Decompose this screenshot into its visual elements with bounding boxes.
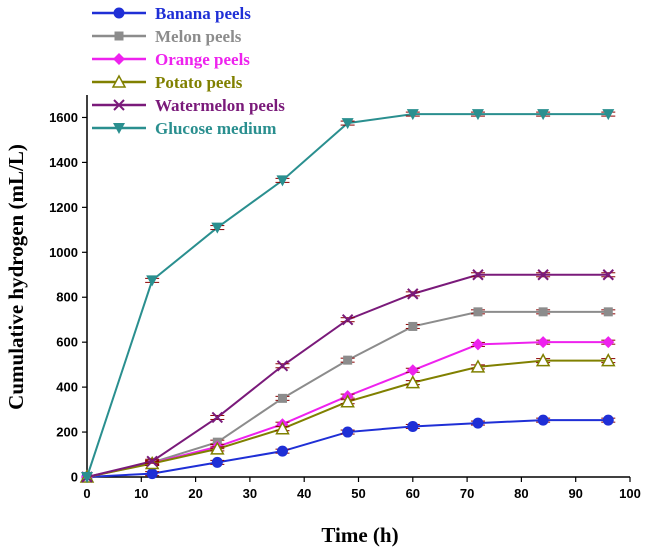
series-line	[86, 113, 609, 478]
legend-marker	[113, 53, 125, 65]
x-tick-label: 60	[406, 486, 420, 501]
data-point	[342, 426, 354, 438]
data-point	[275, 421, 290, 435]
y-axis-title: Cumulative hydrogen (mL/L)	[4, 144, 28, 410]
legend-label: Watermelon peels	[155, 96, 285, 115]
data-point	[472, 269, 484, 281]
data-point	[473, 307, 483, 317]
legend-label: Orange peels	[155, 50, 250, 69]
data-point	[471, 109, 484, 121]
data-point	[146, 468, 158, 480]
data-point	[407, 420, 419, 432]
legend-label: Glucose medium	[155, 119, 276, 138]
data-point	[211, 456, 223, 468]
x-axis-title: Time (h)	[321, 523, 398, 547]
y-tick-label: 400	[56, 380, 78, 395]
x-tick-label: 40	[297, 486, 311, 501]
x-tick-label: 0	[83, 486, 90, 501]
data-point	[343, 355, 353, 365]
legend-marker	[114, 31, 124, 41]
legend-marker	[113, 123, 125, 134]
data-point	[470, 359, 486, 373]
legend-entry: Glucose medium	[92, 119, 276, 138]
data-point	[81, 472, 93, 483]
y-tick-label: 800	[56, 290, 78, 305]
legend-label: Melon peels	[155, 27, 242, 46]
data-point	[406, 364, 419, 377]
data-point	[537, 336, 550, 349]
axes: 0 10 20 30 40 50 60 70 80 90 100020040060080010001…	[49, 95, 641, 501]
data-point	[277, 393, 287, 403]
y-tick-label: 1000	[49, 245, 78, 260]
series-banana-peels	[81, 414, 616, 483]
series-potato-peels	[79, 353, 616, 483]
data-point	[537, 269, 549, 281]
y-tick-label: 1400	[49, 155, 78, 170]
y-tick-label: 600	[56, 335, 78, 350]
data-point	[276, 360, 289, 372]
legend-entry: Orange peels	[92, 50, 250, 69]
data-point	[601, 353, 616, 367]
legend-marker	[113, 7, 125, 19]
data-point	[407, 288, 419, 300]
legend-entry: Potato peels	[92, 73, 243, 92]
legend-entry: Watermelon peels	[92, 96, 285, 115]
series-layer	[79, 109, 616, 483]
data-point	[210, 441, 225, 455]
data-point	[603, 307, 613, 317]
data-point	[146, 275, 159, 287]
data-point	[535, 353, 551, 367]
data-point	[211, 222, 224, 234]
data-point	[471, 338, 484, 351]
y-tick-label: 0	[71, 470, 78, 485]
y-tick-label: 200	[56, 425, 78, 440]
data-point	[602, 414, 614, 426]
data-point	[146, 455, 158, 467]
y-tick-label: 1600	[49, 110, 78, 125]
data-point	[538, 307, 548, 317]
data-point	[408, 321, 418, 331]
data-point	[602, 109, 615, 121]
data-point	[341, 313, 354, 326]
x-tick-label: 30	[243, 486, 257, 501]
x-tick-label: 90	[568, 486, 582, 501]
data-point	[211, 411, 224, 424]
x-tick-label: 70	[460, 486, 474, 501]
legend-label: Banana peels	[155, 4, 251, 23]
data-point	[340, 394, 355, 408]
legend: Banana peels Melon peels Orange peels Potat…	[92, 4, 285, 138]
data-point	[602, 336, 615, 349]
x-tick-label: 80	[514, 486, 528, 501]
series-watermelon-peels	[81, 269, 616, 483]
series-line	[86, 273, 609, 478]
data-point	[341, 118, 354, 130]
x-tick-label: 10	[134, 486, 148, 501]
data-point	[602, 269, 614, 281]
x-tick-label: 20	[188, 486, 202, 501]
legend-entry: Melon peels	[92, 27, 242, 46]
series-glucose-medium	[81, 109, 616, 483]
data-point	[537, 414, 549, 426]
data-point	[276, 175, 289, 187]
x-tick-label: 100	[619, 486, 641, 501]
data-point	[276, 445, 288, 457]
legend-label: Potato peels	[155, 73, 243, 92]
legend-marker	[113, 99, 125, 111]
data-point	[405, 375, 421, 389]
y-tick-label: 1200	[49, 200, 78, 215]
data-point	[472, 417, 484, 429]
data-point	[406, 109, 419, 121]
legend-marker	[111, 74, 127, 88]
legend-entry: Banana peels	[92, 4, 251, 23]
x-tick-label: 50	[351, 486, 365, 501]
data-point	[537, 109, 550, 121]
